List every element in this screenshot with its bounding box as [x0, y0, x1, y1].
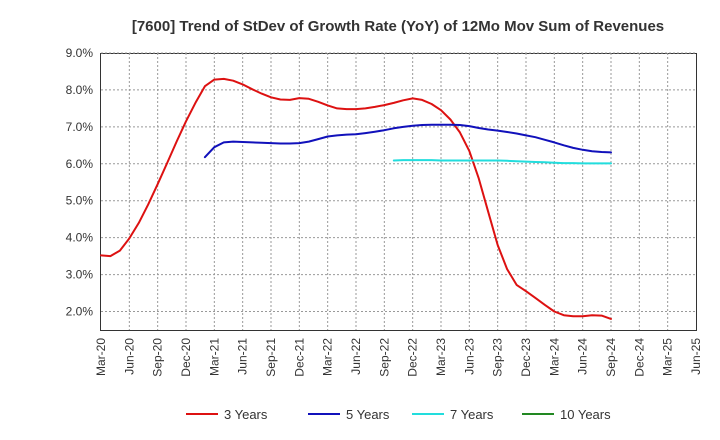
series-line-7-years — [392, 159, 612, 165]
legend-label-5-years: 5 Years — [346, 407, 390, 422]
x-tick-label: Mar-24 — [547, 338, 561, 376]
x-tick-label: Dec-21 — [292, 338, 306, 377]
y-tick-label: 6.0% — [66, 157, 94, 171]
x-tick-label: Dec-23 — [519, 338, 533, 377]
legend-label-10-years: 10 Years — [560, 407, 611, 422]
x-tick-label: Mar-23 — [434, 338, 448, 376]
legend: 3 Years 5 Years 7 Years 10 Years — [186, 407, 611, 422]
y-tick-label: 2.0% — [66, 305, 94, 319]
x-tick-label: Sep-24 — [604, 338, 618, 377]
x-tick-label: Dec-24 — [632, 338, 646, 377]
x-tick-labels: Mar-20 Jun-20 Sep-20 Dec-20 Mar-21 Jun-21 Sep-… — [94, 338, 703, 377]
series-layer — [100, 77, 612, 320]
legend-label-7-years: 7 Years — [450, 407, 494, 422]
y-tick-label: 7.0% — [66, 120, 94, 134]
x-tick-label: Jun-25 — [689, 338, 703, 375]
x-tick-label: Sep-23 — [491, 338, 505, 377]
x-tick-label: Jun-23 — [462, 338, 476, 375]
y-tick-labels: 2.0% 3.0% 4.0% 5.0% 6.0% 7.0% 8.0% 9.0% — [66, 46, 94, 319]
x-tick-label: Mar-20 — [94, 338, 108, 376]
y-tick-label: 3.0% — [66, 268, 94, 282]
x-tick-label: Mar-25 — [661, 338, 675, 376]
plot-frame — [100, 53, 697, 331]
x-tick-label: Sep-21 — [264, 338, 278, 377]
series-line-3-years — [100, 77, 612, 320]
y-tick-label: 9.0% — [66, 46, 94, 60]
x-tick-label: Mar-21 — [207, 338, 221, 376]
x-tick-label: Dec-20 — [179, 338, 193, 377]
x-tick-label: Jun-22 — [349, 338, 363, 375]
legend-label-3-years: 3 Years — [224, 407, 268, 422]
y-tick-label: 5.0% — [66, 194, 94, 208]
x-tick-label: Mar-22 — [321, 338, 335, 376]
x-tick-label: Jun-24 — [576, 338, 590, 375]
y-tick-label: 4.0% — [66, 231, 94, 245]
x-tick-label: Jun-20 — [122, 338, 136, 375]
series-line-5-years — [203, 123, 612, 159]
x-tick-label: Jun-21 — [236, 338, 250, 375]
x-tick-label: Sep-22 — [377, 338, 391, 377]
x-tick-label: Dec-22 — [406, 338, 420, 377]
x-tick-label: Sep-20 — [151, 338, 165, 377]
chart-title: [7600] Trend of StDev of Growth Rate (Yo… — [132, 18, 664, 35]
y-tick-label: 8.0% — [66, 83, 94, 97]
